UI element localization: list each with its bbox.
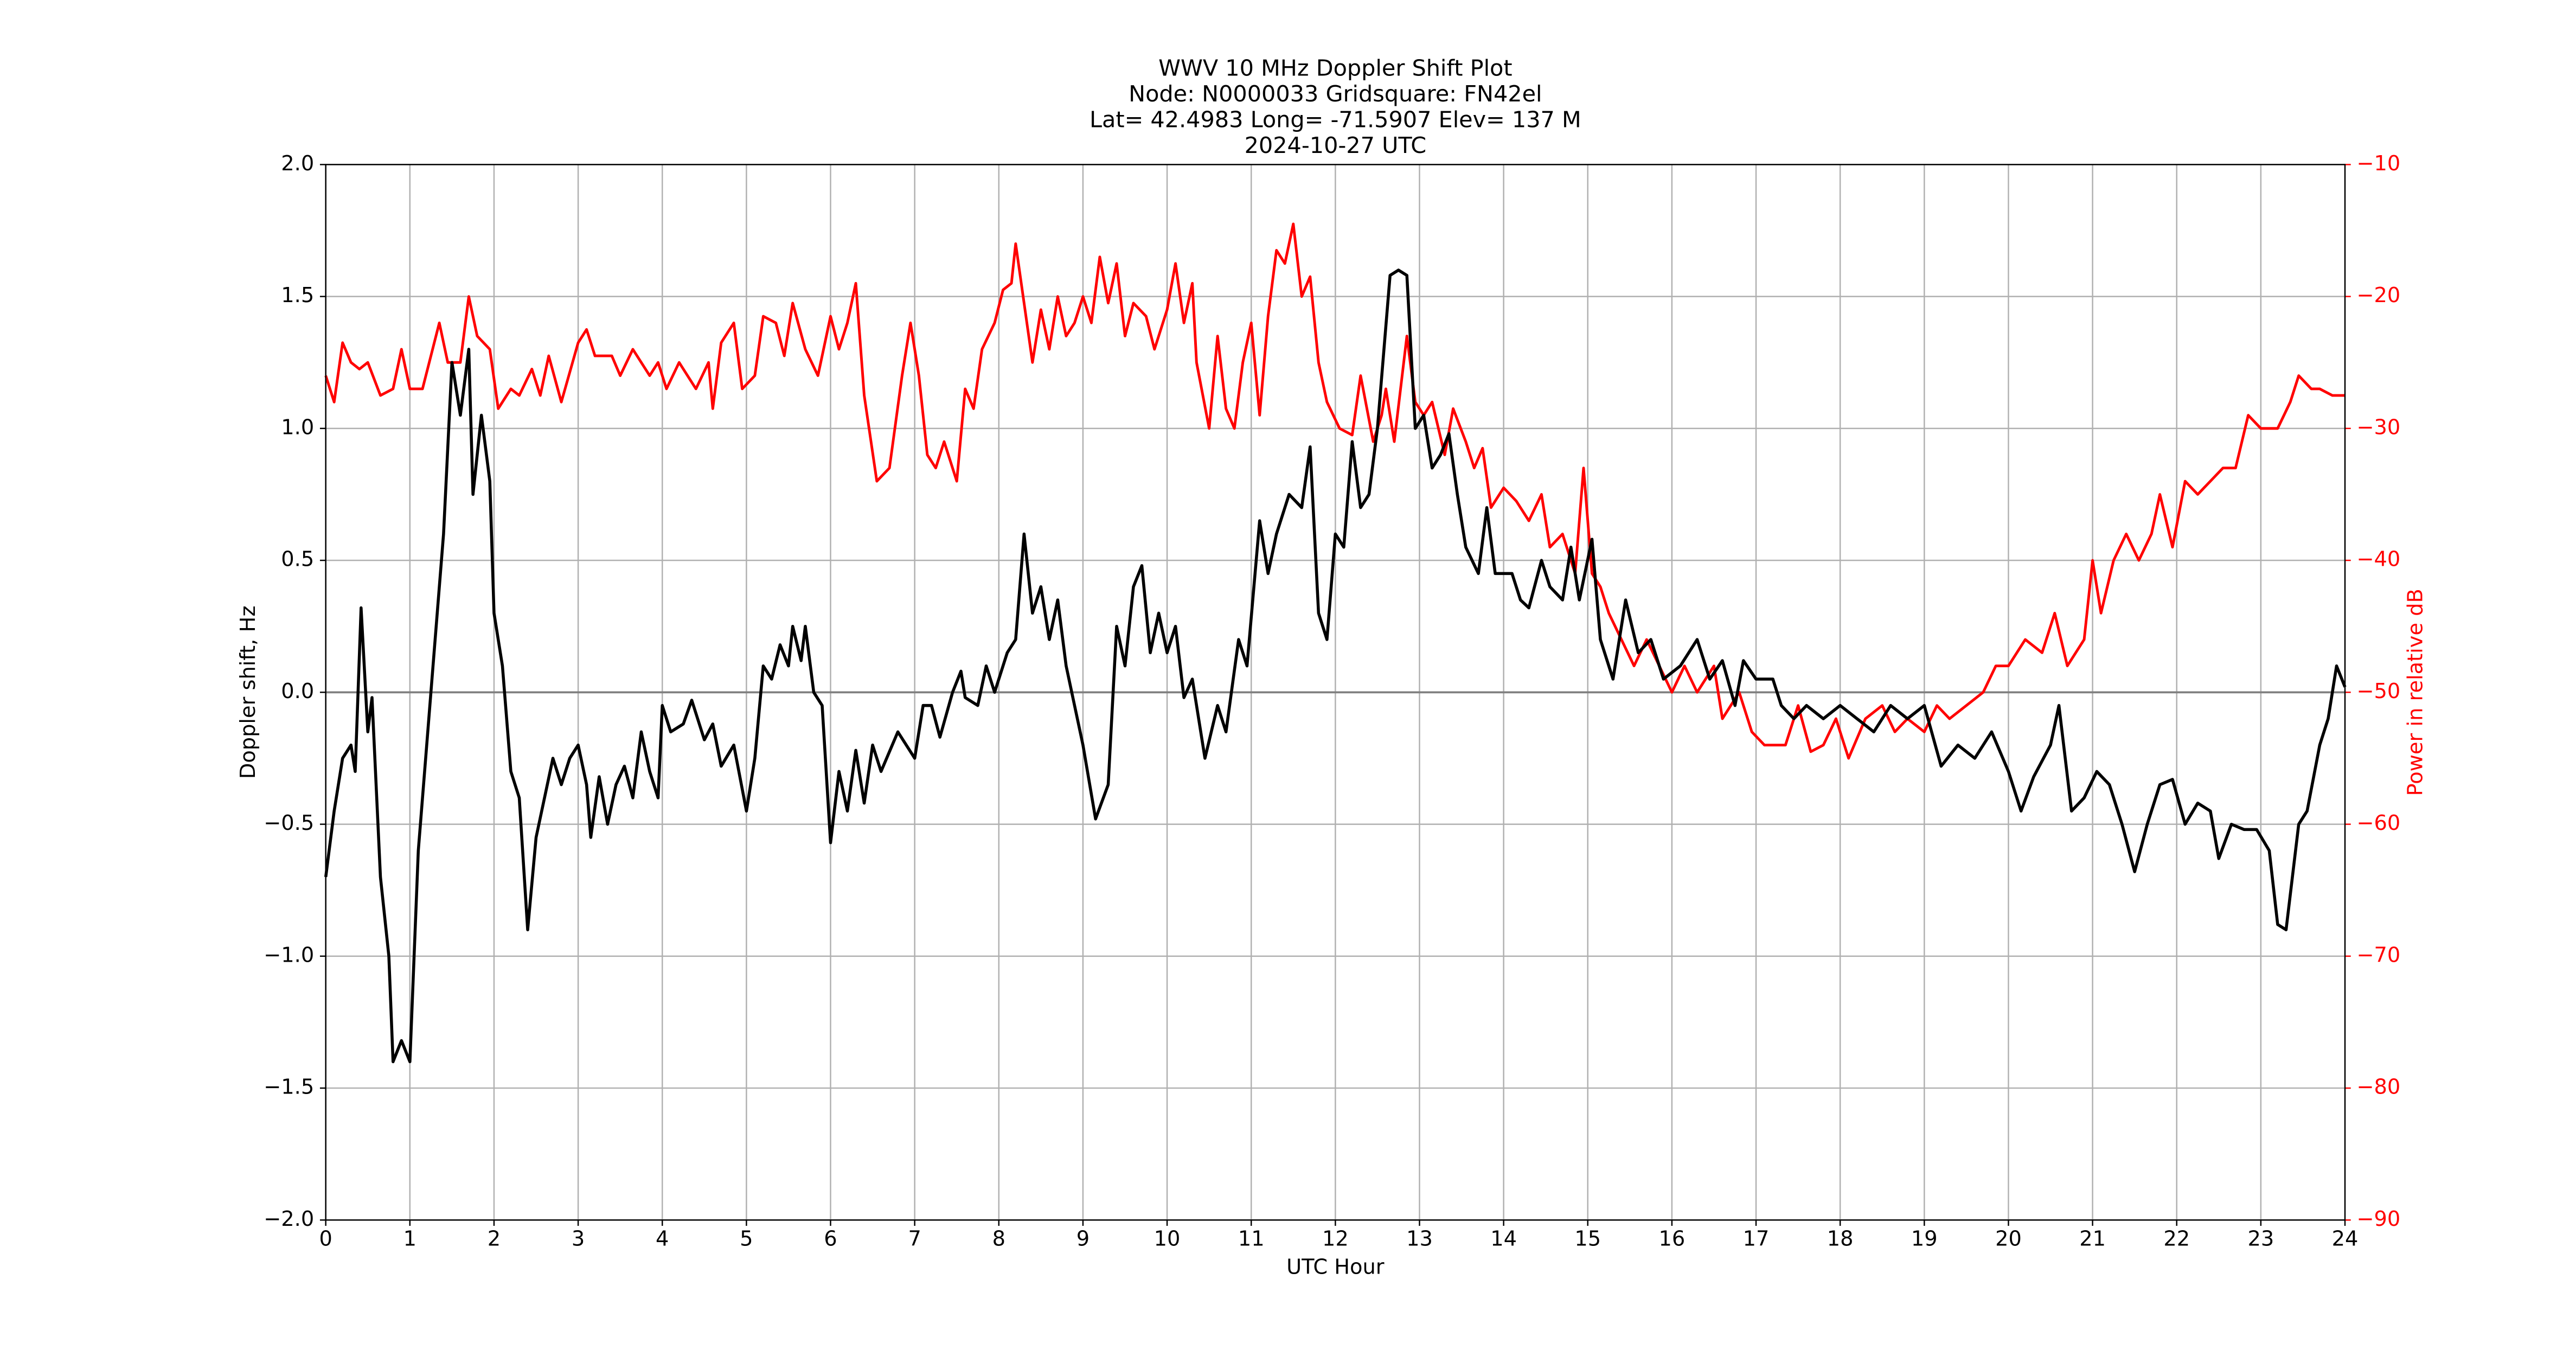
y-tick-label: 2.0 [281, 151, 314, 176]
x-tick-label: 10 [1154, 1227, 1181, 1251]
x-tick-label: 17 [1743, 1227, 1770, 1251]
x-tick-label: 21 [2079, 1227, 2106, 1251]
y-tick-label: 0.5 [281, 547, 314, 572]
series-line [324, 222, 2346, 760]
title-line: Lat= 42.4983 Long= -71.5907 Elev= 137 M [1090, 107, 1581, 133]
series-line [324, 268, 2347, 1064]
x-tick-label: 24 [2332, 1227, 2359, 1251]
x-tick-label: 11 [1238, 1227, 1265, 1251]
title-line: WWV 10 MHz Doppler Shift Plot [1158, 55, 1513, 81]
x-tick-label: 18 [1827, 1227, 1854, 1251]
y2-axis-label: Power in relative dB [2403, 589, 2427, 796]
y-tick-label: −1.5 [264, 1075, 314, 1099]
x-tick-label: 20 [1995, 1227, 2022, 1251]
y2-tick-label: −20 [2356, 283, 2400, 308]
x-tick-label: 15 [1574, 1227, 1601, 1251]
x-tick-label: 4 [656, 1227, 669, 1251]
y2-tick-label: −90 [2356, 1207, 2400, 1231]
x-tick-label: 8 [992, 1227, 1005, 1251]
x-tick-label: 23 [2248, 1227, 2274, 1251]
x-tick-label: 14 [1490, 1227, 1517, 1251]
x-tick-label: 16 [1659, 1227, 1686, 1251]
x-tick-label: 12 [1322, 1227, 1349, 1251]
y2-tick-label: −60 [2356, 811, 2400, 835]
y-tick-label: −0.5 [264, 811, 314, 835]
y-tick-label: −2.0 [264, 1207, 314, 1231]
x-tick-label: 3 [572, 1227, 585, 1251]
y2-tick-label: −80 [2356, 1075, 2400, 1099]
plot-frame [325, 164, 2346, 1221]
x-tick-label: 13 [1406, 1227, 1433, 1251]
y2-tick-label: −40 [2356, 547, 2400, 572]
y2-tick-label: −30 [2356, 415, 2400, 439]
x-tick-label: 6 [824, 1227, 837, 1251]
x-tick-label: 9 [1076, 1227, 1090, 1251]
y2-tick-label: −50 [2356, 679, 2400, 703]
x-tick-label: 5 [740, 1227, 753, 1251]
x-tick-label: 19 [1911, 1227, 1938, 1251]
title-line: 2024-10-27 UTC [1245, 132, 1426, 158]
x-tick-label: 7 [908, 1227, 921, 1251]
y-tick-label: −1.0 [264, 943, 314, 967]
x-tick-label: 0 [319, 1227, 332, 1251]
title-line: Node: N0000033 Gridsquare: FN42el [1129, 81, 1542, 107]
x-tick-label: 2 [488, 1227, 501, 1251]
y-tick-label: 1.5 [281, 283, 314, 308]
y2-tick-label: −70 [2356, 943, 2400, 967]
y-axis-label: Doppler shift, Hz [236, 606, 260, 779]
x-axis-label: UTC Hour [1286, 1255, 1385, 1280]
y-tick-label: 0.0 [281, 679, 314, 703]
x-tick-label: 1 [403, 1227, 416, 1251]
x-tick-label: 22 [2163, 1227, 2190, 1251]
y-tick-label: 1.0 [281, 415, 314, 439]
y2-tick-label: −10 [2356, 151, 2400, 176]
